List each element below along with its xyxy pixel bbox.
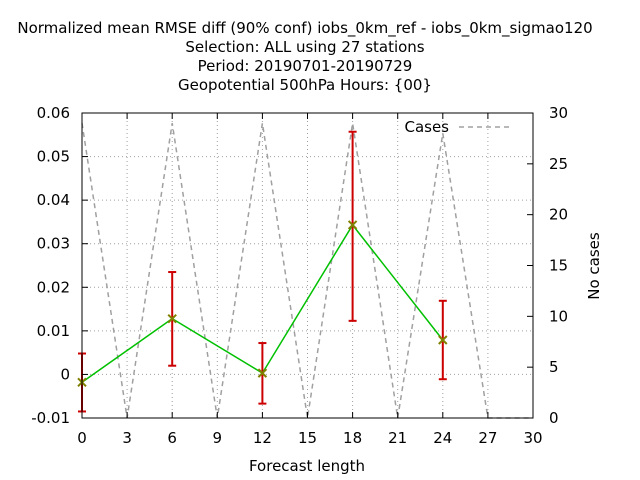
y-tick-label: 0.03 [37, 235, 70, 253]
y-tick-labels: -0.01 0 0.01 0.02 0.03 0.04 0.05 0.06 [31, 104, 70, 427]
y-tick-label: 0.06 [37, 104, 70, 122]
title-line-3: Period: 20190701-20190729 [198, 57, 413, 75]
x-tick-label: 3 [122, 429, 132, 447]
x-tick-label: 6 [167, 429, 177, 447]
y-tick-label: 0 [60, 365, 70, 383]
y2-tick-label: 5 [549, 358, 559, 376]
x-tick-label: 18 [343, 429, 362, 447]
x-tick-label: 12 [253, 429, 272, 447]
x-tick-label: 27 [478, 429, 497, 447]
y-tick-label: 0.05 [37, 148, 70, 166]
axis-ticks [81, 112, 534, 419]
y2-tick-labels: 0 5 10 15 20 25 30 [549, 104, 568, 427]
title-line-4: Geopotential 500hPa Hours: {00} [178, 76, 432, 94]
x-tick-label: 30 [523, 429, 542, 447]
data-point [257, 368, 268, 378]
cases-line [81, 123, 533, 419]
y2-tick-label: 30 [549, 104, 568, 122]
legend-label-cases: Cases [404, 118, 449, 136]
x-tick-label: 9 [213, 429, 223, 447]
title-line-1: Normalized mean RMSE diff (90% conf) iob… [17, 19, 592, 38]
cases-series [81, 123, 533, 419]
x-tick-label: 21 [388, 429, 407, 447]
data-markers [77, 220, 448, 387]
y2-tick-label: 15 [549, 257, 568, 275]
y-tick-label: 0.04 [37, 191, 70, 209]
y-tick-label: 0.02 [37, 278, 70, 296]
y2-tick-label: 0 [549, 409, 559, 427]
grid [82, 113, 533, 418]
title-line-2: Selection: ALL using 27 stations [185, 38, 424, 56]
x-axis-label: Forecast length [249, 457, 365, 475]
y-tick-label: 0.01 [37, 322, 70, 340]
data-point [347, 220, 358, 230]
chart-title: Normalized mean RMSE diff (90% conf) iob… [17, 19, 592, 94]
legend: Cases [404, 118, 512, 136]
y2-tick-label: 20 [549, 206, 568, 224]
y2-axis-label: No cases [585, 232, 603, 300]
data-point [438, 335, 448, 345]
x-tick-label: 0 [77, 429, 87, 447]
y-tick-label: -0.01 [31, 409, 70, 427]
x-tick-labels: 0 3 6 9 12 15 18 21 24 27 30 [77, 429, 542, 447]
x-tick-label: 24 [433, 429, 452, 447]
data-point [167, 313, 177, 324]
y2-tick-label: 10 [549, 307, 568, 325]
x-tick-label: 15 [298, 429, 317, 447]
y2-tick-label: 25 [549, 155, 568, 173]
